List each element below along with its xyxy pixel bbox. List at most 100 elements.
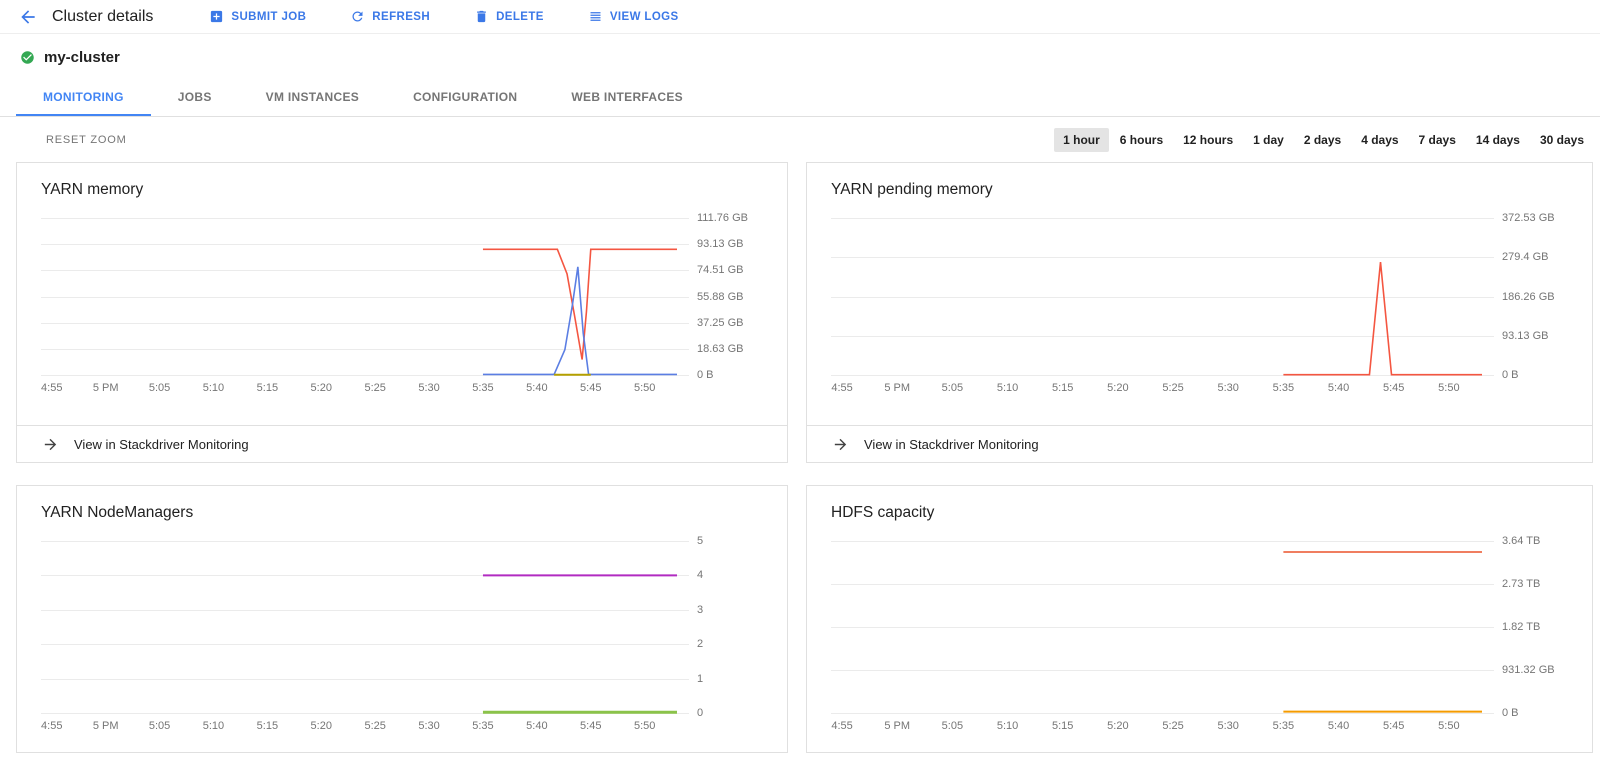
tab-configuration[interactable]: CONFIGURATION: [386, 79, 544, 116]
chart-y-axis: 372.53 GB 279.4 GB 186.26 GB 93.13 GB 0 B: [1488, 212, 1568, 381]
y-tick-label: 74.51 GB: [697, 264, 744, 277]
tab-monitoring[interactable]: MONITORING: [16, 79, 151, 116]
chart-plot-area[interactable]: [41, 218, 689, 375]
gridline: [41, 609, 689, 611]
time-range-6-hours[interactable]: 6 hours: [1111, 128, 1172, 152]
x-tick-label: 5:30: [418, 382, 440, 394]
x-tick-label: 5:30: [1217, 720, 1239, 732]
view-logs-button[interactable]: VIEW LOGS: [582, 8, 685, 25]
y-tick-label: 1: [697, 672, 704, 685]
y-tick-label: 0 B: [1502, 707, 1519, 719]
refresh-button[interactable]: REFRESH: [344, 8, 436, 25]
x-tick-label: 5:20: [310, 382, 332, 394]
x-tick-label: 5:10: [202, 720, 225, 732]
x-tick-label: 5:35: [1272, 382, 1295, 394]
chart-plot-area[interactable]: [41, 541, 689, 713]
y-tick-label: 3.64 TB: [1502, 535, 1541, 547]
y-tick-label: 1.82 TB: [1502, 621, 1541, 633]
time-range-1-day[interactable]: 1 day: [1244, 128, 1293, 152]
x-tick-label: 5:40: [526, 382, 548, 394]
gridline: [41, 296, 689, 298]
x-tick-label: 5:45: [1383, 382, 1405, 394]
gridline: [831, 541, 1494, 542]
series-blue: [483, 267, 677, 375]
x-tick-label: 5:10: [996, 720, 1019, 732]
chart-plot-area[interactable]: [831, 541, 1494, 714]
time-range-30-days[interactable]: 30 days: [1531, 128, 1593, 152]
x-tick-label: 5:25: [1162, 382, 1184, 394]
y-tick-label: 93.13 GB: [1502, 329, 1549, 342]
gridline: [41, 218, 689, 219]
x-tick-label: 5 PM: [92, 382, 119, 394]
chart-series-lines: [831, 541, 1482, 713]
y-tick-label: 0 B: [697, 369, 714, 381]
gridline: [831, 584, 1494, 585]
gridline: [831, 335, 1494, 337]
x-tick-label: 5:05: [941, 382, 964, 394]
x-tick-label: 5:20: [1107, 720, 1129, 732]
chart-x-axis: 4:55 5 PM 5:05 5:10 5:15 5:20 5:25 5:30 5:35 5:40…: [831, 382, 1482, 396]
refresh-label: REFRESH: [372, 10, 431, 23]
tab-web-interfaces[interactable]: WEB INTERFACES: [544, 79, 710, 116]
series-orange-red: [1283, 262, 1482, 375]
x-tick-label: 5:50: [633, 382, 656, 394]
y-tick-label: 372.53 GB: [1502, 212, 1555, 224]
chart-plot-area[interactable]: [831, 218, 1494, 376]
x-tick-label: 5:50: [1438, 720, 1460, 732]
x-tick-label: 4:55: [41, 720, 63, 732]
chart-card-yarn-pending-memory: YARN pending memory 372.53 GB 279.4 GB 186…: [806, 162, 1593, 463]
time-range-1-hour[interactable]: 1 hour: [1054, 128, 1109, 152]
tab-vm-instances[interactable]: VM INSTANCES: [239, 79, 386, 116]
y-tick-label: 0 B: [1502, 369, 1519, 381]
time-range-4-days[interactable]: 4 days: [1352, 128, 1407, 152]
y-tick-label: 37.25 GB: [697, 316, 744, 329]
time-range-2-days[interactable]: 2 days: [1295, 128, 1350, 152]
stackdriver-link[interactable]: View in Stackdriver Monitoring: [17, 425, 787, 462]
view-logs-label: VIEW LOGS: [609, 10, 679, 23]
chart-series-lines: [41, 541, 677, 713]
submit-job-button[interactable]: SUBMIT JOB: [203, 8, 312, 25]
stackdriver-link-label: View in Stackdriver Monitoring: [864, 436, 1039, 452]
x-tick-label: 5:15: [256, 720, 279, 732]
chart-x-axis: 4:55 5 PM 5:05 5:10 5:15 5:20 5:25 5:30 5:35 5:40…: [831, 720, 1482, 734]
y-tick-label: 279.4 GB: [1502, 251, 1549, 264]
gridline: [831, 713, 1494, 714]
chart-title: YARN memory: [41, 181, 144, 198]
time-range-14-days[interactable]: 14 days: [1467, 128, 1529, 152]
arrow-back-icon: [21, 9, 35, 24]
chart-yarn-pending-memory: 372.53 GB 279.4 GB 186.26 GB 93.13 GB 0 B 4:…: [831, 212, 1568, 399]
x-tick-label: 5:10: [996, 382, 1019, 394]
x-tick-label: 5:15: [256, 382, 279, 394]
x-tick-label: 4:55: [831, 720, 853, 732]
series-orange-red: [483, 249, 677, 359]
gridline: [41, 575, 689, 577]
stackdriver-link[interactable]: View in Stackdriver Monitoring: [807, 425, 1592, 462]
gridline: [831, 257, 1494, 259]
x-tick-label: 5:05: [941, 720, 964, 732]
gridline: [41, 244, 689, 246]
y-tick-label: 4: [697, 569, 704, 582]
refresh-icon: [352, 11, 363, 22]
gridline: [41, 375, 689, 376]
add-box-icon: [211, 10, 223, 23]
page-title: Cluster details: [52, 7, 154, 25]
chart-yarn-nodemanagers: 5 4 3 2 1 0 4:55 5 PM 5:05 5:10 5:15 5:20 5:25 5:30 5…: [41, 535, 763, 737]
tab-jobs[interactable]: JOBS: [151, 79, 239, 116]
x-tick-label: 5:35: [472, 382, 494, 394]
y-tick-label: 111.76 GB: [697, 212, 748, 224]
time-range-12-hours[interactable]: 12 hours: [1174, 128, 1242, 152]
chart-controls: RESET ZOOM 1 hour 6 hours 12 hours 1 day 2 d…: [0, 117, 1600, 162]
x-tick-label: 5:30: [1217, 382, 1239, 394]
delete-button[interactable]: DELETE: [468, 8, 550, 25]
x-tick-label: 5:15: [1051, 382, 1074, 394]
chart-x-axis: 4:55 5 PM 5:05 5:10 5:15 5:20 5:25 5:30 5:35 5:40…: [41, 382, 677, 396]
time-range-7-days[interactable]: 7 days: [1410, 128, 1465, 152]
reset-zoom-button[interactable]: RESET ZOOM: [40, 133, 133, 147]
delete-label: DELETE: [496, 10, 544, 23]
y-tick-label: 18.63 GB: [697, 342, 744, 355]
monitoring-charts-grid: YARN memory 111.76 GB 93.13 GB 74.51 GB 55.…: [16, 162, 1593, 753]
x-tick-label: 5:25: [364, 382, 386, 394]
y-tick-label: 3: [697, 603, 704, 616]
gridline: [831, 627, 1494, 628]
back-button[interactable]: [18, 7, 38, 27]
